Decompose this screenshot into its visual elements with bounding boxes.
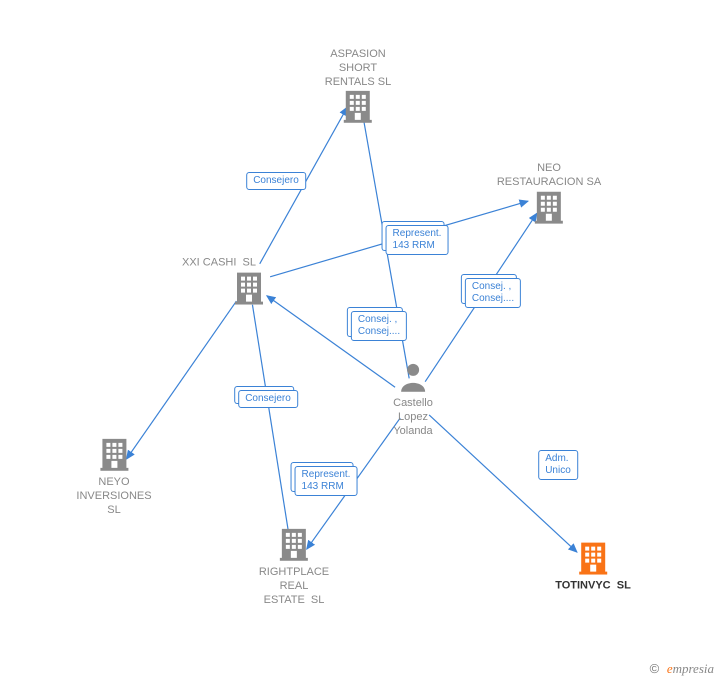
credit: © empresia <box>650 661 714 677</box>
edge-label-xxi-aspasion[interactable]: Consejero <box>246 172 306 190</box>
building-gray-icon <box>212 270 286 309</box>
node-castello[interactable]: Castello Lopez Yolanda <box>393 362 433 438</box>
node-label: RIGHTPLACE REAL ESTATE SL <box>259 566 329 607</box>
node-totinvyc[interactable]: TOTINVYC SL <box>555 541 631 594</box>
edge-castello-totinvyc <box>429 415 577 552</box>
node-rightplace[interactable]: RIGHTPLACE REAL ESTATE SL <box>259 527 329 607</box>
node-xxi[interactable]: XXI CASHI SL <box>212 257 286 310</box>
node-label: Castello Lopez Yolanda <box>393 397 433 438</box>
edge-xxi-rightplace <box>252 305 290 546</box>
node-label: NEYO INVERSIONES SL <box>76 476 151 517</box>
person-icon <box>393 362 433 397</box>
node-label: TOTINVYC SL <box>555 580 631 594</box>
edge-xxi-neyo <box>127 301 237 459</box>
node-aspasion[interactable]: ASPASION SHORT RENTALS SL <box>325 48 391 128</box>
node-label: ASPASION SHORT RENTALS SL <box>325 48 391 89</box>
building-orange-icon <box>555 541 631 580</box>
building-gray-icon <box>259 527 329 566</box>
node-neyo[interactable]: NEYO INVERSIONES SL <box>76 437 151 517</box>
edge-label-castello-aspasion[interactable]: Represent. 143 RRM <box>386 225 449 255</box>
copyright-symbol: © <box>650 661 660 676</box>
edge-label-xxi-neyo[interactable]: Consejero <box>238 390 298 408</box>
edge-label-castello-xxi[interactable]: Consej. , Consej.... <box>351 311 407 341</box>
edge-castello-xxi <box>267 296 395 387</box>
building-gray-icon <box>76 437 151 476</box>
edge-label-castello-totinvyc[interactable]: Adm. Unico <box>538 450 578 480</box>
node-neo[interactable]: NEO RESTAURACION SA <box>497 162 601 229</box>
brand-rest: mpresia <box>673 661 714 676</box>
building-gray-icon <box>325 89 391 128</box>
edge-label-castello-rightplace[interactable]: Represent. 143 RRM <box>295 466 358 496</box>
node-label: NEO RESTAURACION SA <box>497 162 601 190</box>
edge-label-castello-neo[interactable]: Consej. , Consej.... <box>465 278 521 308</box>
building-gray-icon <box>497 189 601 228</box>
diagram-canvas: ASPASION SHORT RENTALS SL NEO RESTAURACI… <box>0 0 728 685</box>
node-label: XXI CASHI SL <box>182 257 256 271</box>
